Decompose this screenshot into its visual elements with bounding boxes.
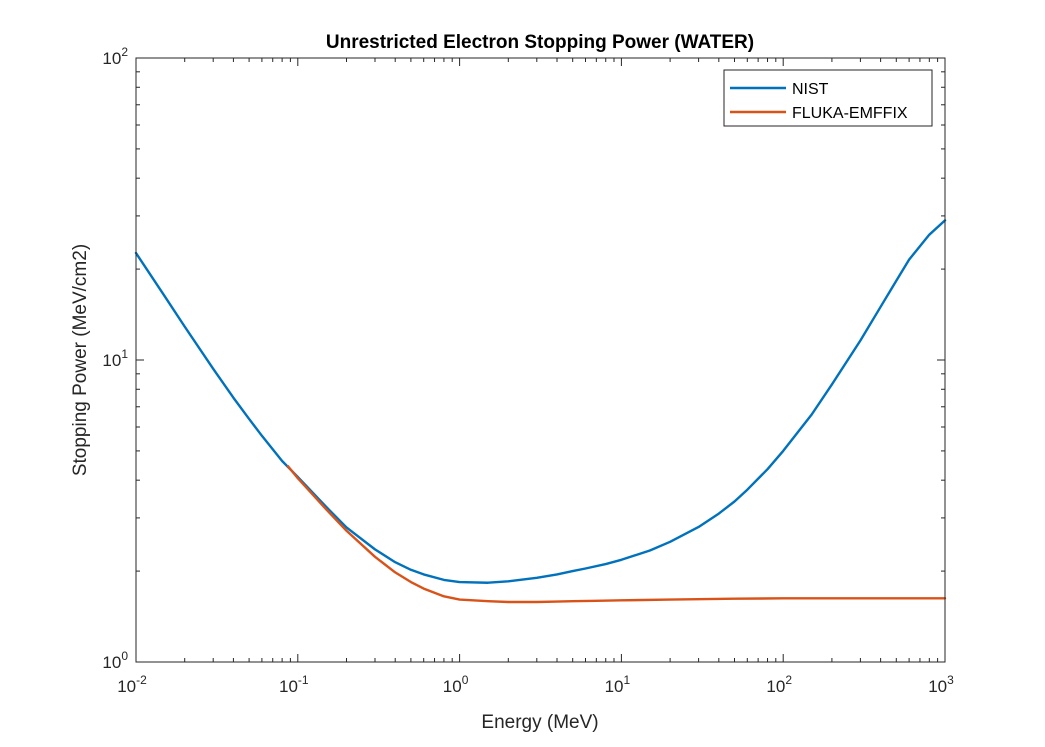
x-tick-label: 103 bbox=[928, 673, 954, 696]
series-line-1 bbox=[134, 219, 947, 584]
legend-label-2: FLUKA-EMFFIX bbox=[792, 105, 908, 122]
chart-title: Unrestricted Electron Stopping Power (WA… bbox=[326, 32, 754, 53]
y-tick-label: 102 bbox=[102, 45, 128, 68]
y-tick-label: 101 bbox=[102, 347, 128, 370]
minor-ticks bbox=[136, 58, 945, 662]
y-tick-labels: 100 101 102 bbox=[102, 45, 128, 672]
plot-area bbox=[136, 58, 945, 662]
x-axis-label: Energy (MeV) bbox=[481, 712, 598, 733]
legend-box bbox=[723, 69, 933, 127]
series-line-2 bbox=[286, 465, 947, 604]
legend-entries: NIST FLUKA-EMFFIX bbox=[730, 81, 908, 122]
y-axis-label: Stopping Power (MeV/cm2) bbox=[70, 244, 91, 476]
plot-frame bbox=[135, 57, 946, 663]
x-tick-label: 10-1 bbox=[279, 673, 309, 696]
legend-label-1: NIST bbox=[792, 81, 829, 98]
legend: NIST FLUKA-EMFFIX bbox=[723, 69, 933, 127]
series-layer bbox=[134, 219, 947, 604]
x-tick-label: 101 bbox=[605, 673, 631, 696]
x-tick-label: 102 bbox=[766, 673, 792, 696]
x-tick-label: 100 bbox=[443, 673, 469, 696]
y-tick-label: 100 bbox=[102, 649, 128, 672]
x-tick-labels: 10-2 10-1 100 101 102 103 bbox=[117, 673, 954, 696]
x-tick-label: 10-2 bbox=[117, 673, 147, 696]
